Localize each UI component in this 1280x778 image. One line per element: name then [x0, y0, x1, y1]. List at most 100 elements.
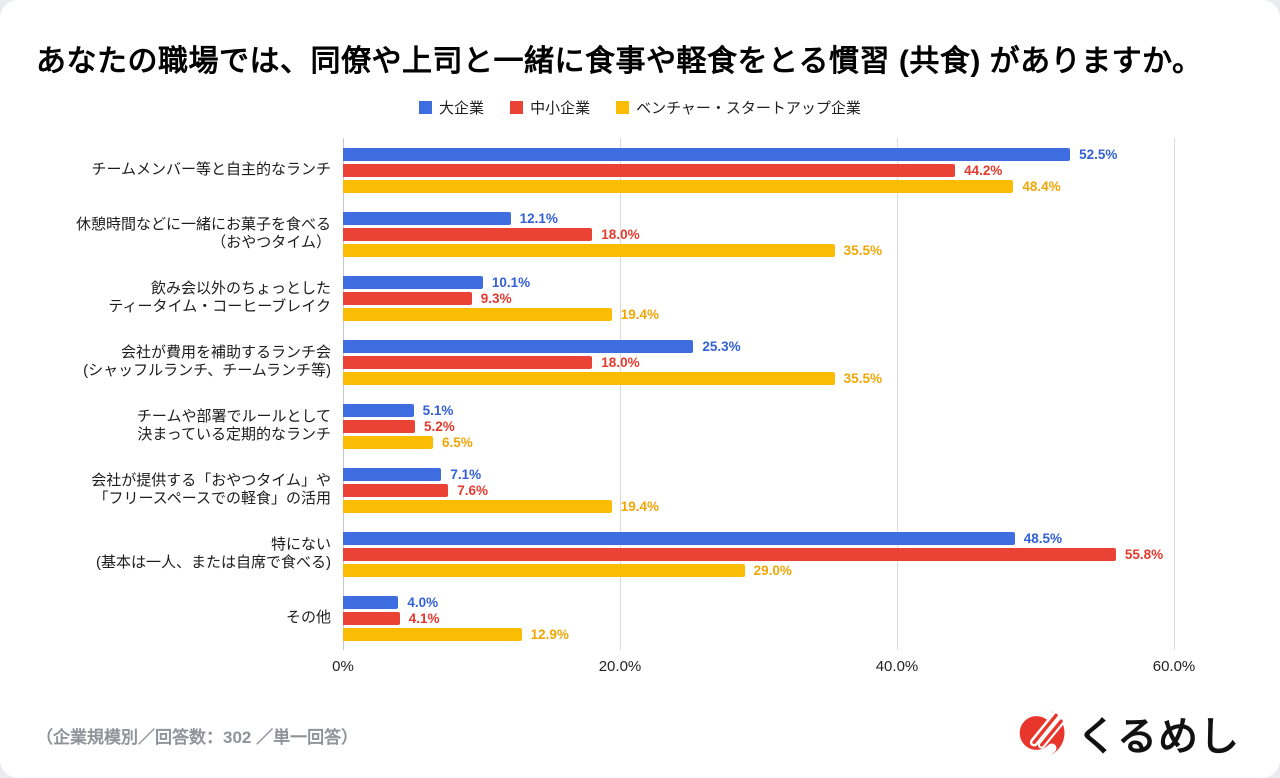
kurumeshi-logo-icon — [1012, 706, 1065, 760]
bar-大企業 — [343, 275, 483, 289]
x-tick-label: 0% — [332, 658, 354, 675]
legend-item-2: ベンチャー・スタートアップ企業 — [616, 97, 861, 118]
bar-line: 19.4% — [343, 498, 1174, 514]
category-label-line: ティータイム・コーヒーブレイク — [108, 298, 331, 315]
category-label-line: 会社が費用を補助するランチ会 — [120, 343, 331, 361]
legend-label: 中小企業 — [530, 100, 591, 117]
bar-ベンチャー・スタートアップ企業 — [343, 307, 612, 321]
bar-group: 25.3% 18.0% 35.5% — [343, 338, 1174, 386]
category-label-line: チームや部署でルールとして — [136, 407, 331, 425]
survey-note: （企業規模別／回答数：302 ／単一回答） — [36, 728, 359, 747]
category-label-line: （おやつタイム） — [211, 234, 331, 251]
bar-group: 5.1% 5.2% 6.5% — [343, 402, 1174, 450]
category-label-line: 決まっている定期的なランチ — [137, 426, 331, 443]
bar-line: 18.0% — [343, 227, 1174, 242]
bar-中小企業 — [343, 419, 416, 433]
gridline — [1174, 138, 1175, 650]
bar-大企業 — [343, 339, 694, 353]
legend-label: ベンチャー・スタートアップ企業 — [636, 100, 861, 117]
bar-value: 55.8% — [1124, 546, 1164, 562]
bar-中小企業 — [343, 611, 400, 625]
chart-row: 会社が費用を補助するランチ会 (シャッフルランチ、チームランチ等) 25.3% 18.… — [36, 330, 1174, 394]
bar-中小企業 — [343, 483, 449, 497]
legend-label: 大企業 — [439, 100, 485, 117]
bar-line: 29.0% — [343, 562, 1174, 578]
bar-line: 7.1% — [343, 466, 1174, 482]
bar-value: 25.3% — [702, 338, 741, 354]
bar-group: 12.1% 18.0% 35.5% — [343, 211, 1174, 258]
bar-value: 5.1% — [422, 402, 454, 418]
bar-line: 35.5% — [343, 242, 1174, 258]
bar-value: 19.4% — [620, 498, 659, 514]
chart-row: その他 4.0% 4.1% 12.9% — [36, 586, 1174, 650]
bar-line: 55.8% — [343, 546, 1174, 562]
bar-value: 44.2% — [964, 162, 1003, 178]
bar-大企業 — [343, 403, 414, 417]
chart-row: 飲み会以外のちょっとした ティータイム・コーヒーブレイク 10.1% 9.3% 19.4… — [36, 266, 1174, 330]
category-label: 会社が費用を補助するランチ会 (シャッフルランチ、チームランチ等) — [36, 344, 331, 381]
bar-value: 12.9% — [530, 626, 569, 642]
bar-value: 5.2% — [424, 418, 455, 434]
legend-swatch-icon — [419, 101, 433, 114]
gridline — [343, 138, 344, 650]
brand: くるめし — [1012, 704, 1240, 762]
bar-value: 10.1% — [491, 274, 531, 290]
bar-value: 7.6% — [457, 482, 489, 498]
bar-value: 4.0% — [407, 594, 439, 610]
bar-line: 44.2% — [343, 162, 1174, 178]
bar-ベンチャー・スタートアップ企業 — [343, 627, 522, 641]
bar-value: 29.0% — [753, 562, 792, 578]
bar-value: 4.1% — [408, 610, 440, 626]
bar-value: 7.1% — [450, 466, 482, 482]
bar-value: 48.5% — [1023, 530, 1062, 546]
bar-中小企業 — [343, 547, 1116, 561]
legend-item-1: 中小企業 — [510, 97, 590, 118]
category-label: チームや部署でルールとして 決まっている定期的なランチ — [36, 408, 331, 445]
chart-row: チームや部署でルールとして 決まっている定期的なランチ 5.1% 5.2% 6.5% — [36, 394, 1174, 458]
category-label-line: 飲み会以外のちょっとした — [150, 279, 331, 297]
x-tick-label: 40.0% — [875, 658, 919, 675]
gridline — [896, 138, 898, 650]
category-label: チームメンバー等と自主的なランチ — [36, 161, 331, 179]
category-label-line: (基本は一人、または自席で食べる) — [96, 554, 331, 571]
bar-大企業 — [343, 531, 1015, 545]
bar-中小企業 — [343, 355, 593, 369]
bar-line: 12.1% — [343, 211, 1174, 226]
bar-line: 18.0% — [343, 354, 1174, 370]
gridline — [619, 138, 621, 650]
bar-value: 18.0% — [601, 354, 640, 370]
chart-row: チームメンバー等と自主的なランチ 52.5% 44.2% 48.4% — [36, 138, 1174, 202]
bar-line: 48.4% — [343, 179, 1174, 194]
bar-group: 48.5% 55.8% 29.0% — [343, 530, 1174, 578]
category-label-line: 休憩時間などに一緒にお菓子を食べる — [75, 215, 331, 233]
category-label: 飲み会以外のちょっとした ティータイム・コーヒーブレイク — [36, 280, 331, 317]
chart-row: 休憩時間などに一緒にお菓子を食べる （おやつタイム） 12.1% 18.0% 35.5% — [36, 202, 1174, 266]
legend-item-0: 大企業 — [419, 97, 484, 118]
bar-value: 19.4% — [620, 306, 659, 322]
bar-line: 5.2% — [343, 418, 1174, 434]
bar-ベンチャー・スタートアップ企業 — [343, 179, 1014, 193]
category-label-line: (シャッフルランチ、チームランチ等) — [83, 362, 331, 379]
footer: （企業規模別／回答数：302 ／単一回答） くるめし — [36, 704, 1240, 762]
bar-line: 7.6% — [343, 482, 1174, 498]
bar-value: 6.5% — [442, 434, 473, 450]
bar-大企業 — [343, 467, 442, 481]
chart-gridlines — [343, 138, 1175, 650]
bar-ベンチャー・スタートアップ企業 — [343, 499, 612, 513]
bar-ベンチャー・スタートアップ企業 — [343, 563, 745, 577]
bar-line: 10.1% — [343, 274, 1174, 290]
bar-value: 52.5% — [1079, 146, 1118, 162]
bar-line: 12.9% — [343, 626, 1174, 642]
bar-ベンチャー・スタートアップ企業 — [343, 371, 835, 385]
bar-中小企業 — [343, 291, 472, 305]
x-axis-ticks: 0% 20.0% 40.0% 60.0% — [332, 650, 1195, 678]
bar-line: 19.4% — [343, 306, 1174, 322]
bar-line: 35.5% — [343, 371, 1174, 386]
bar-group: 7.1% 7.6% 19.4% — [343, 466, 1174, 514]
bar-line: 4.0% — [343, 594, 1174, 610]
bar-value: 35.5% — [843, 242, 882, 258]
category-label-line: 会社が提供する「おやつタイム」や — [91, 471, 331, 489]
bar-大企業 — [343, 147, 1071, 161]
category-label-line: その他 — [285, 608, 331, 626]
